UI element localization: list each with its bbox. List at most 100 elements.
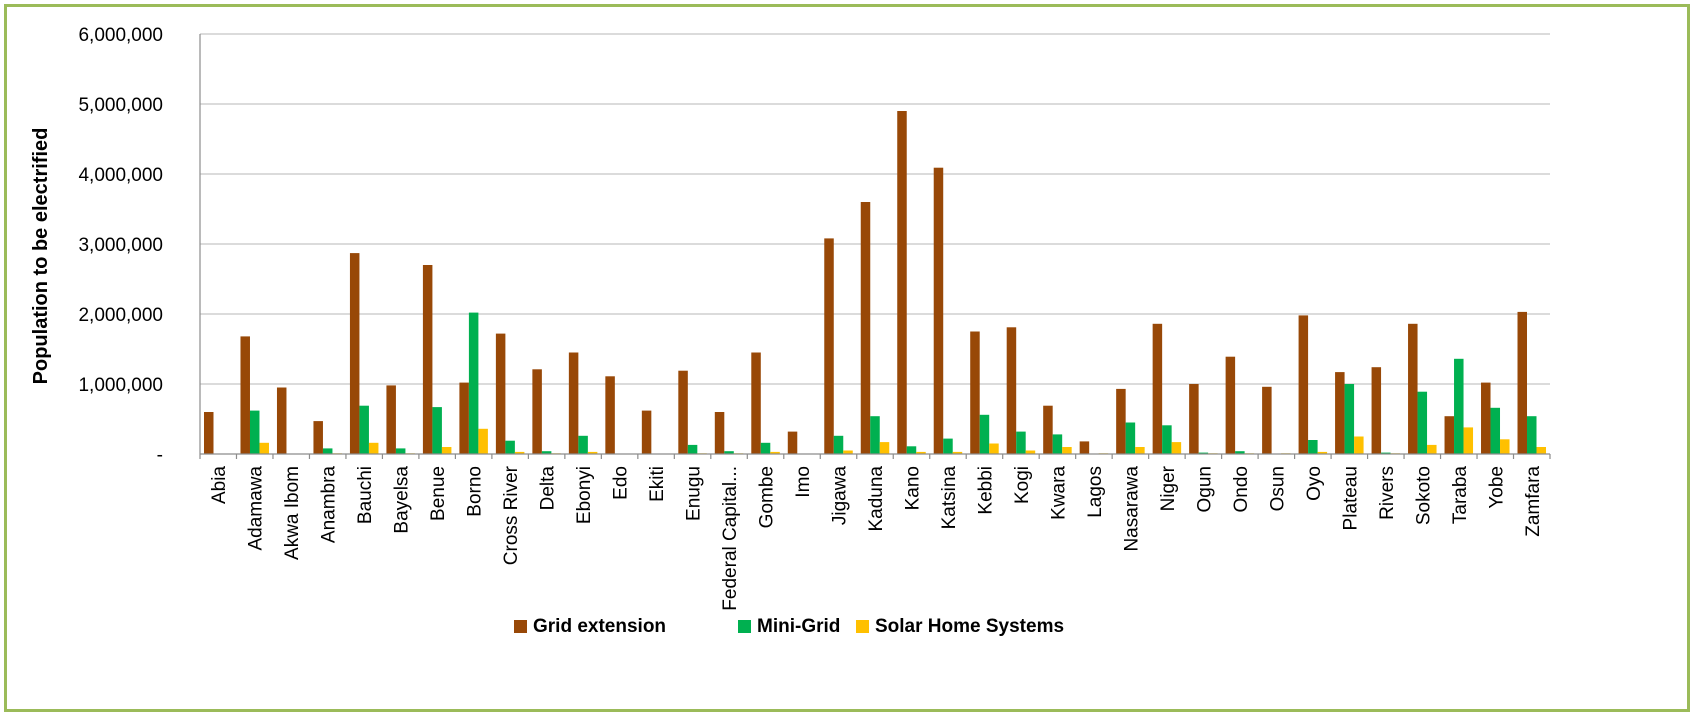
bar-mini-grid bbox=[541, 451, 552, 454]
bar-grid-extension bbox=[1225, 356, 1236, 454]
category-label: Taraba bbox=[1450, 466, 1471, 525]
bar-mini-grid bbox=[395, 448, 406, 454]
category-label: Osun bbox=[1267, 466, 1288, 511]
category-label: Kaduna bbox=[866, 466, 887, 532]
category-label: Zamfara bbox=[1523, 466, 1544, 537]
legend: Grid extension Mini-Grid Solar Home System… bbox=[514, 616, 1064, 637]
chart-frame: - 1,000,000 2,000,000 3,000,000 4,000,000 5,0… bbox=[4, 4, 1690, 712]
bar-grid-extension bbox=[1298, 315, 1309, 454]
y-axis-title: Population to be electrified bbox=[30, 128, 52, 385]
bar-mini-grid bbox=[1235, 451, 1245, 454]
y-tick-label: 6,000,000 bbox=[78, 25, 163, 46]
bar-solar-home-systems bbox=[1171, 442, 1182, 454]
category-label: Kogi bbox=[1012, 466, 1033, 504]
bar-mini-grid bbox=[1417, 391, 1428, 454]
bar-grid-extension bbox=[1481, 382, 1491, 454]
bar-grid-extension bbox=[824, 238, 834, 454]
bar-grid-extension bbox=[897, 111, 907, 454]
bar-grid-extension bbox=[386, 385, 396, 454]
category-label: Ondo bbox=[1231, 466, 1252, 512]
bar-grid-extension bbox=[349, 253, 360, 454]
category-label: Benue bbox=[428, 466, 449, 521]
bar-solar-home-systems bbox=[1500, 439, 1510, 454]
bar-solar-home-systems bbox=[587, 451, 598, 454]
category-label: Kwara bbox=[1048, 466, 1069, 520]
bar-solar-home-systems bbox=[843, 450, 853, 454]
bar-grid-extension bbox=[1408, 323, 1418, 454]
axes bbox=[199, 34, 1551, 459]
bar-mini-grid bbox=[505, 440, 515, 454]
y-tick-label: - bbox=[157, 445, 163, 466]
category-label: Katsina bbox=[939, 466, 960, 530]
category-label: Bauchi bbox=[355, 466, 376, 524]
category-label: Ogun bbox=[1194, 466, 1215, 512]
bar-mini-grid bbox=[724, 451, 734, 454]
category-label: Edo bbox=[611, 466, 632, 500]
category-label: Federal Capital... bbox=[720, 466, 741, 611]
bar-grid-extension bbox=[860, 202, 871, 454]
category-label: Rivers bbox=[1377, 466, 1398, 520]
bar-grid-extension bbox=[1079, 441, 1090, 454]
bar-mini-grid bbox=[578, 435, 588, 454]
bar-mini-grid bbox=[432, 407, 442, 454]
category-label: Lagos bbox=[1085, 466, 1106, 518]
legend-swatch bbox=[514, 620, 527, 633]
bar-mini-grid bbox=[687, 444, 698, 454]
bar-grid-extension bbox=[933, 167, 944, 454]
category-label: Imo bbox=[793, 466, 814, 498]
category-label: Jigawa bbox=[830, 466, 851, 526]
bar-solar-home-systems bbox=[1536, 447, 1547, 454]
bar-solar-home-systems bbox=[1354, 436, 1364, 454]
bar-solar-home-systems bbox=[1135, 447, 1145, 454]
bar-grid-extension bbox=[240, 336, 250, 454]
bar-solar-home-systems bbox=[1463, 427, 1474, 454]
bar-grid-extension bbox=[1335, 372, 1345, 454]
bar-grid-extension bbox=[1152, 323, 1163, 454]
bar-grid-extension bbox=[495, 333, 506, 454]
category-label: Abia bbox=[209, 466, 230, 504]
legend-label: Solar Home Systems bbox=[875, 616, 1064, 637]
category-label: Borno bbox=[465, 466, 486, 517]
bar-mini-grid bbox=[1052, 434, 1063, 454]
bar-solar-home-systems bbox=[1317, 451, 1328, 454]
bar-grid-extension bbox=[1517, 311, 1528, 454]
y-axis-ticks: - 1,000,000 2,000,000 3,000,000 4,000,000 5,0… bbox=[78, 25, 163, 466]
y-tick-label: 5,000,000 bbox=[78, 95, 163, 116]
y-tick-label: 4,000,000 bbox=[78, 165, 163, 186]
y-tick-label: 2,000,000 bbox=[78, 305, 163, 326]
bar-mini-grid bbox=[1454, 358, 1464, 454]
category-label: Enugu bbox=[684, 466, 705, 521]
bar-mini-grid bbox=[1198, 452, 1209, 454]
legend-swatch bbox=[856, 620, 869, 633]
bar-mini-grid bbox=[1016, 431, 1026, 454]
bar-grid-extension bbox=[787, 431, 798, 454]
category-label: Bayelsa bbox=[392, 466, 413, 534]
bar-solar-home-systems bbox=[1062, 447, 1072, 454]
category-label: Oyo bbox=[1304, 466, 1325, 501]
bar-solar-home-systems bbox=[770, 451, 780, 454]
bar-mini-grid bbox=[979, 414, 990, 454]
bar-grid-extension bbox=[1043, 405, 1053, 454]
bar-mini-grid bbox=[1308, 440, 1318, 454]
bar-mini-grid bbox=[1125, 422, 1136, 454]
y-tick-label: 1,000,000 bbox=[78, 375, 163, 396]
bar-mini-grid bbox=[1344, 384, 1355, 454]
category-label: Delta bbox=[538, 466, 559, 511]
bar-grid-extension bbox=[641, 410, 652, 454]
bar-mini-grid bbox=[943, 438, 953, 454]
bar-solar-home-systems bbox=[368, 442, 379, 454]
bar-mini-grid bbox=[1162, 425, 1172, 454]
category-label: Anambra bbox=[319, 466, 340, 544]
category-label: Yobe bbox=[1486, 466, 1507, 509]
bar-grid-extension bbox=[568, 352, 579, 454]
bar-mini-grid bbox=[468, 312, 479, 454]
bar-mini-grid bbox=[1527, 416, 1537, 454]
category-label: Kano bbox=[902, 466, 923, 510]
category-label: Kebbi bbox=[975, 466, 996, 515]
bar-mini-grid bbox=[1490, 407, 1501, 454]
bar-grid-extension bbox=[1262, 386, 1272, 454]
category-label: Akwa Ibom bbox=[282, 466, 303, 560]
bar-solar-home-systems bbox=[916, 451, 926, 454]
bar-grid-extension bbox=[1444, 416, 1455, 454]
bar-grid-extension bbox=[678, 370, 688, 454]
